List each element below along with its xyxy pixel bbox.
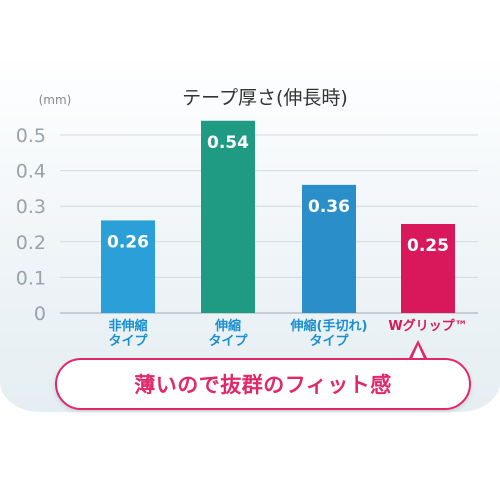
bar-value-label: 0.26: [107, 232, 149, 252]
bar-value-label: 0.54: [207, 133, 249, 153]
callout-box: 薄いので抜群のフィット感: [55, 358, 471, 410]
y-tick-label: 0.4: [16, 161, 46, 183]
y-tick-label: 0.3: [16, 196, 46, 218]
category-label: タイプ: [108, 334, 148, 349]
bar-value-label: 0.25: [407, 236, 449, 256]
y-tick-label: 0.2: [16, 232, 46, 254]
bar: [201, 120, 255, 313]
category-label: タイプ: [208, 334, 248, 349]
category-label: 伸縮(手切れ): [290, 318, 368, 334]
category-label: 非伸縮: [108, 318, 147, 334]
y-tick-label: 0.1: [16, 267, 46, 289]
y-tick-label: 0.5: [16, 125, 46, 147]
category-label: タイプ: [309, 334, 349, 349]
bar: [401, 224, 455, 313]
y-tick-label: 0: [34, 303, 46, 325]
y-axis-unit-label: (mm): [39, 93, 72, 107]
bar: [101, 220, 155, 313]
bar-value-label: 0.36: [308, 197, 350, 217]
callout-pointer: [408, 340, 428, 361]
category-label: 伸縮: [214, 318, 241, 334]
bar: [302, 184, 356, 313]
category-label: Wグリップ™: [388, 318, 467, 334]
chart-title: テープ厚さ(伸長時): [182, 87, 348, 109]
callout-text: 薄いので抜群のフィット感: [134, 373, 392, 397]
